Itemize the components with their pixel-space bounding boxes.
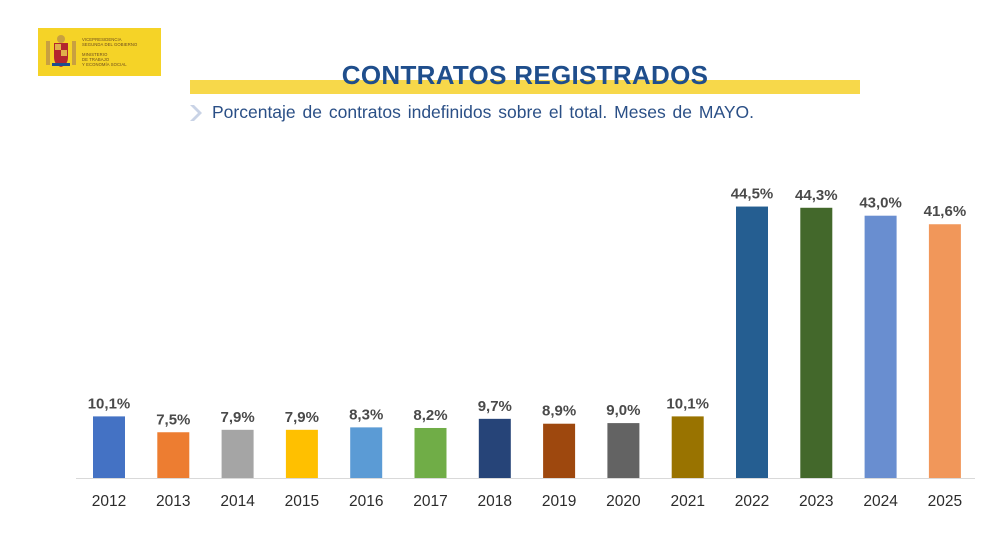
data-label-2019: 8,9% <box>542 403 576 420</box>
data-label-2024: 43,0% <box>859 195 902 212</box>
logo-text: Vicepresidencia Segunda del Gobierno Min… <box>82 37 137 67</box>
bar-2017 <box>414 427 447 478</box>
data-label-2020: 9,0% <box>606 402 640 419</box>
x-tick-label-2014: 2014 <box>220 493 255 510</box>
bar-2015 <box>285 429 318 478</box>
x-tick-label-2017: 2017 <box>413 493 447 510</box>
x-tick-label-2015: 2015 <box>285 493 319 510</box>
x-tick-label-2022: 2022 <box>735 493 769 510</box>
data-label-2023: 44,3% <box>795 187 838 204</box>
page-subtitle: Porcentaje de contratos indefinidos sobr… <box>212 102 754 122</box>
data-label-2025: 41,6% <box>924 203 967 220</box>
government-logo: Vicepresidencia Segunda del Gobierno Min… <box>38 28 161 76</box>
x-tick-label-2019: 2019 <box>542 493 576 510</box>
x-tick-label-2020: 2020 <box>606 493 641 510</box>
data-label-2015: 7,9% <box>285 409 319 426</box>
logo-line: Segunda del Gobierno <box>82 42 138 47</box>
x-tick-label-2012: 2012 <box>92 493 126 510</box>
chevron-right-icon <box>190 104 202 121</box>
x-tick-label-2024: 2024 <box>863 493 898 510</box>
x-tick-label-2016: 2016 <box>349 493 383 510</box>
x-tick-label-2023: 2023 <box>799 493 833 510</box>
bar-2019 <box>543 423 576 478</box>
x-tick-label-2021: 2021 <box>670 493 704 510</box>
bar-2014 <box>221 429 254 478</box>
bar-2023 <box>800 207 833 478</box>
bar-2022 <box>736 206 768 479</box>
bar-2018 <box>478 418 511 478</box>
data-label-2018: 9,7% <box>478 398 512 415</box>
data-label-2017: 8,2% <box>413 407 447 424</box>
bar-2021 <box>671 416 704 478</box>
bar-2024 <box>864 215 897 478</box>
title-underline <box>190 80 860 94</box>
data-label-2014: 7,9% <box>220 409 254 426</box>
x-tick-label-2025: 2025 <box>928 493 962 510</box>
bar-2013 <box>157 432 190 478</box>
bar-2025 <box>928 224 961 478</box>
x-tick-label-2018: 2018 <box>478 493 512 510</box>
data-label-2013: 7,5% <box>156 411 190 428</box>
coat-of-arms-icon <box>46 35 76 67</box>
page-title: CONTRATOS REGISTRADOS <box>341 60 709 90</box>
data-label-2016: 8,3% <box>349 406 383 423</box>
logo-line: Vicepresidencia <box>82 37 122 42</box>
bar-2012 <box>93 416 125 478</box>
logo-line: y Economía Social <box>82 62 127 67</box>
data-label-2012: 10,1% <box>88 395 131 412</box>
x-tick-label-2013: 2013 <box>156 493 190 510</box>
data-label-2022: 44,5% <box>731 186 774 203</box>
bar-2020 <box>607 423 640 478</box>
logo-line: Ministerio <box>82 52 108 57</box>
subtitle-row: Porcentaje de contratos indefinidos sobr… <box>188 102 754 123</box>
data-label-2021: 10,1% <box>666 395 709 412</box>
logo-line: de Trabajo <box>82 57 110 62</box>
bar-2016 <box>350 427 383 478</box>
